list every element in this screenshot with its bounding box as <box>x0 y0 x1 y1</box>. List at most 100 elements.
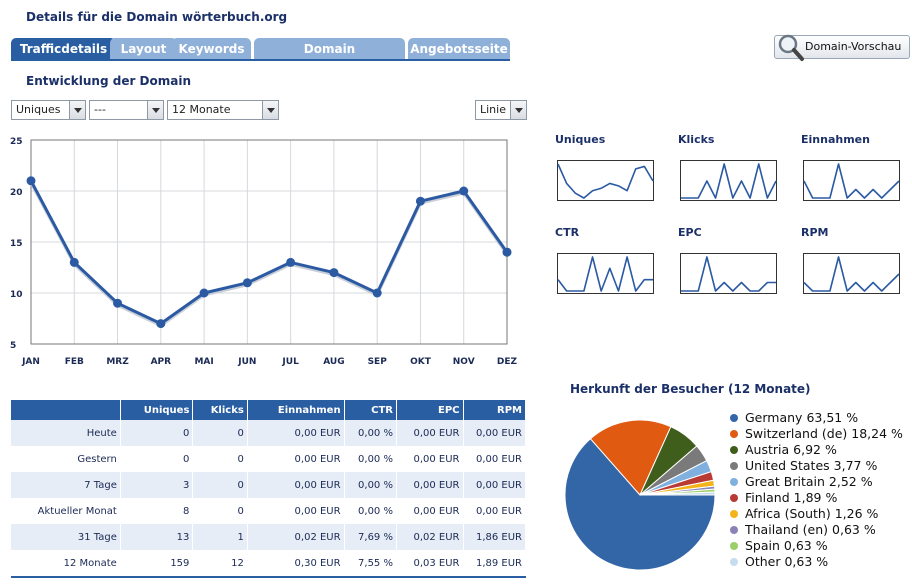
legend-value: 1,89 % <box>793 490 838 505</box>
cell-uniques: 3 <box>120 472 194 498</box>
metric-select[interactable]: Uniques <box>11 100 86 120</box>
legend-value: 6,92 % <box>793 442 837 457</box>
pie-slice[interactable] <box>589 419 672 496</box>
legend-item: Thailand (en) 0,63 % <box>730 522 903 538</box>
legend-label: United States <box>745 458 830 473</box>
legend-swatch <box>730 429 738 438</box>
cell-einnahmen: 0,00 EUR <box>247 420 345 446</box>
data-point[interactable] <box>502 247 512 257</box>
pie-slice[interactable] <box>639 491 716 496</box>
legend-item: United States 3,77 % <box>730 458 903 474</box>
data-point[interactable] <box>372 288 382 298</box>
data-point[interactable] <box>199 288 209 298</box>
sparkline-series <box>681 256 776 292</box>
sparkline-chart[interactable] <box>557 160 655 202</box>
cell-epc: 0,00 EUR <box>396 420 464 446</box>
tab-layout[interactable]: Layout <box>110 38 177 60</box>
pie-legend: Germany 63,51 % Switzerland (de) 18,24 % A… <box>730 410 903 570</box>
sparkline-series <box>557 256 653 292</box>
chart-type-select[interactable]: Linie <box>475 100 527 120</box>
tab-trafficdetails[interactable]: Trafficdetails <box>11 38 116 60</box>
tab-domain-informationen[interactable]: Domain Informationen <box>254 38 405 78</box>
data-point[interactable] <box>242 278 252 288</box>
sparkline-chart[interactable] <box>803 253 901 295</box>
cell-ctr: 0,00 % <box>344 498 397 524</box>
plot-frame <box>30 139 508 345</box>
table-header-uniques: Uniques <box>120 400 194 420</box>
data-point[interactable] <box>69 257 79 267</box>
table-header-rpm: RPM <box>463 400 526 420</box>
legend-item: Switzerland (de) 18,24 % <box>730 426 903 442</box>
table-header-row: Uniques Klicks Einnahmen CTR EPC RPM <box>11 400 526 420</box>
legend-value: 0,63 % <box>832 522 876 537</box>
cell-ctr: 0,00 % <box>344 446 397 472</box>
sparkline-title: Klicks <box>678 133 715 146</box>
data-point[interactable] <box>459 186 469 196</box>
data-point[interactable] <box>156 319 166 329</box>
sparkline-chart[interactable] <box>803 160 901 202</box>
traffic-line-chart: 5 10 15 20 25 JAN FEB MRZ APR MAI JUN JUL AUG SEP OKT N… <box>10 137 518 367</box>
cell-period: 31 Tage <box>11 524 121 550</box>
cell-klicks: 0 <box>192 498 248 524</box>
sparkline-title: Einnahmen <box>801 133 870 146</box>
sparkline-series <box>803 256 900 292</box>
legend-label: Spain <box>745 538 780 553</box>
tab-underline <box>11 59 510 61</box>
cell-klicks: 1 <box>192 524 248 550</box>
tab-keywords[interactable]: Keywords <box>172 38 251 60</box>
magnifier-icon <box>778 34 804 61</box>
cell-rpm: 1,89 EUR <box>463 550 526 578</box>
sparkline-title: CTR <box>555 226 580 239</box>
data-point[interactable] <box>329 268 339 278</box>
legend-item: Great Britain 2,52 % <box>730 474 903 490</box>
table-header-period <box>11 400 121 420</box>
cell-epc: 0,00 EUR <box>396 472 464 498</box>
table-row: 12 Monate 159 12 0,30 EUR 7,55 % 0,03 EUR 1,89… <box>11 550 526 578</box>
sparkline-chart[interactable] <box>557 253 655 295</box>
data-point[interactable] <box>113 298 123 308</box>
data-point[interactable] <box>286 257 296 267</box>
data-point[interactable] <box>415 196 425 206</box>
cell-einnahmen: 0,00 EUR <box>247 472 345 498</box>
sparkline-title: EPC <box>678 226 702 239</box>
sparkline-chart[interactable] <box>680 253 778 295</box>
chart-type-select-value: Linie <box>480 103 506 116</box>
cell-epc: 0,00 EUR <box>396 498 464 524</box>
cell-rpm: 0,00 EUR <box>463 420 526 446</box>
cell-einnahmen: 0,02 EUR <box>247 524 345 550</box>
pie-slice[interactable] <box>564 438 716 571</box>
domain-preview-button[interactable]: Domain-Vorschau <box>774 34 910 61</box>
table-header-einnahmen: Einnahmen <box>247 400 345 420</box>
cell-period: 12 Monate <box>11 550 121 578</box>
legend-label: Other <box>745 554 781 569</box>
cell-rpm: 0,00 EUR <box>463 472 526 498</box>
legend-swatch <box>730 541 738 550</box>
domain-preview-label: Domain-Vorschau <box>805 40 902 53</box>
legend-label: Thailand (en) <box>745 522 829 537</box>
table-header-klicks: Klicks <box>192 400 248 420</box>
series-line-uniques <box>29 180 509 326</box>
legend-swatch <box>730 413 738 422</box>
cell-ctr: 0,00 % <box>344 420 397 446</box>
data-point[interactable] <box>26 176 36 186</box>
x-tick-label: SEP <box>368 357 388 367</box>
sparkline-frame <box>557 160 654 201</box>
legend-value: 0,63 % <box>783 538 828 553</box>
legend-swatch <box>730 445 738 454</box>
period-select[interactable]: 12 Monate <box>167 100 279 120</box>
compare-select[interactable]: --- <box>89 100 164 120</box>
cell-klicks: 0 <box>192 472 248 498</box>
cell-period: Heute <box>11 420 121 446</box>
cell-einnahmen: 0,00 EUR <box>247 446 345 472</box>
legend-label: Germany <box>745 410 803 425</box>
legend-value: 18,24 % <box>851 426 903 441</box>
sparkline-title: RPM <box>801 226 829 239</box>
y-tick-label: 25 <box>10 137 23 147</box>
visitor-origin-pie-chart <box>564 419 716 571</box>
sparkline-chart[interactable] <box>680 160 778 202</box>
cell-uniques: 159 <box>120 550 194 578</box>
x-tick-label: AUG <box>323 357 344 367</box>
cell-period: 7 Tage <box>11 472 121 498</box>
legend-item: Other 0,63 % <box>730 554 903 570</box>
tab-angebotsseite[interactable]: Angebotsseite <box>408 38 510 60</box>
